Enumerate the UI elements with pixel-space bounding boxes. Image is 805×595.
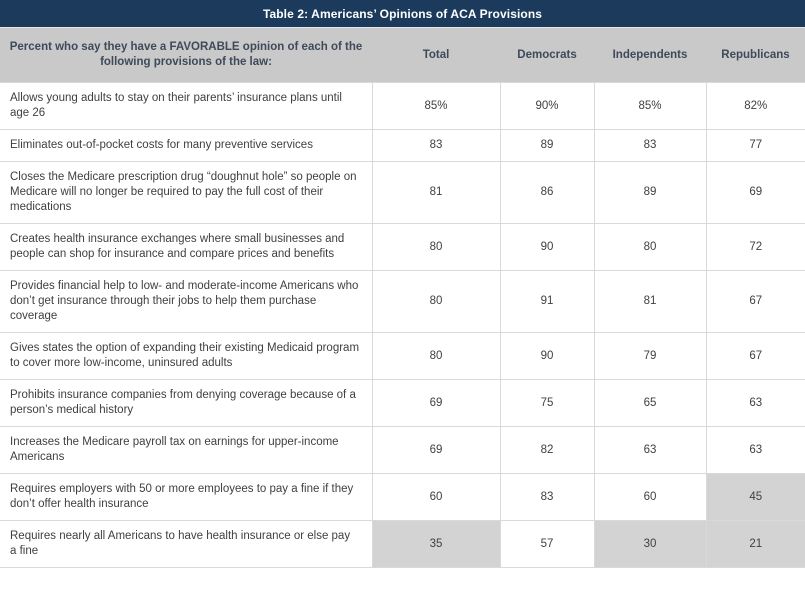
table-row: Creates health insurance exchanges where… [0,223,805,271]
table-title-bar: Table 2: Americans’ Opinions of ACA Prov… [0,0,805,27]
value-cell-total: 80 [371,332,500,380]
value-cell-total: 35 [371,520,500,568]
provision-cell: Prohibits insurance companies from denyi… [0,379,372,427]
value-cell-independents: 81 [593,270,706,333]
value-cell-independents: 80 [593,223,706,271]
column-header-democrats: Democrats [500,27,594,83]
value-cell-democrats: 86 [499,161,594,224]
value-cell-republicans: 67 [705,332,805,380]
table-row: Increases the Medicare payroll tax on ea… [0,426,805,474]
value-cell-independents: 85% [593,82,706,130]
table-row: Requires nearly all Americans to have he… [0,520,805,568]
provision-cell: Creates health insurance exchanges where… [0,223,372,271]
row-header-label: Percent who say they have a FAVORABLE op… [0,27,372,83]
value-cell-democrats: 82 [499,426,594,474]
value-cell-total: 85% [371,82,500,130]
value-cell-total: 83 [371,129,500,162]
table-row: Eliminates out-of-pocket costs for many … [0,129,805,162]
value-cell-democrats: 90 [499,332,594,380]
column-header-republicans: Republicans [706,27,805,83]
value-cell-republicans: 77 [705,129,805,162]
provision-cell: Eliminates out-of-pocket costs for many … [0,129,372,162]
provision-cell: Provides financial help to low- and mode… [0,270,372,333]
provision-cell: Increases the Medicare payroll tax on ea… [0,426,372,474]
value-cell-independents: 65 [593,379,706,427]
value-cell-republicans: 63 [705,379,805,427]
value-cell-democrats: 83 [499,473,594,521]
table-row: Prohibits insurance companies from denyi… [0,379,805,427]
value-cell-independents: 89 [593,161,706,224]
opinion-table: Percent who say they have a FAVORABLE op… [0,27,805,568]
column-header-independents: Independents [594,27,706,83]
value-cell-independents: 30 [593,520,706,568]
value-cell-democrats: 57 [499,520,594,568]
value-cell-republicans: 69 [705,161,805,224]
provision-cell: Allows young adults to stay on their par… [0,82,372,130]
value-cell-democrats: 90 [499,223,594,271]
value-cell-total: 69 [371,379,500,427]
value-cell-republicans: 45 [705,473,805,521]
table-row: Closes the Medicare prescription drug “d… [0,161,805,224]
value-cell-democrats: 75 [499,379,594,427]
value-cell-republicans: 82% [705,82,805,130]
value-cell-total: 80 [371,270,500,333]
value-cell-republicans: 67 [705,270,805,333]
value-cell-total: 81 [371,161,500,224]
table-row: Allows young adults to stay on their par… [0,82,805,130]
table-row: Gives states the option of expanding the… [0,332,805,380]
value-cell-republicans: 63 [705,426,805,474]
value-cell-independents: 60 [593,473,706,521]
table-row: Requires employers with 50 or more emplo… [0,473,805,521]
value-cell-democrats: 89 [499,129,594,162]
value-cell-independents: 79 [593,332,706,380]
table-row: Provides financial help to low- and mode… [0,270,805,333]
value-cell-republicans: 72 [705,223,805,271]
value-cell-independents: 63 [593,426,706,474]
value-cell-total: 60 [371,473,500,521]
provision-cell: Requires employers with 50 or more emplo… [0,473,372,521]
value-cell-democrats: 90% [499,82,594,130]
value-cell-total: 80 [371,223,500,271]
value-cell-independents: 83 [593,129,706,162]
table-body: Allows young adults to stay on their par… [0,82,805,568]
value-cell-republicans: 21 [705,520,805,568]
table-header-row: Percent who say they have a FAVORABLE op… [0,27,805,83]
provision-cell: Requires nearly all Americans to have he… [0,520,372,568]
value-cell-democrats: 91 [499,270,594,333]
provision-cell: Closes the Medicare prescription drug “d… [0,161,372,224]
value-cell-total: 69 [371,426,500,474]
provision-cell: Gives states the option of expanding the… [0,332,372,380]
table-title: Table 2: Americans’ Opinions of ACA Prov… [262,6,543,21]
column-header-total: Total [372,27,500,83]
